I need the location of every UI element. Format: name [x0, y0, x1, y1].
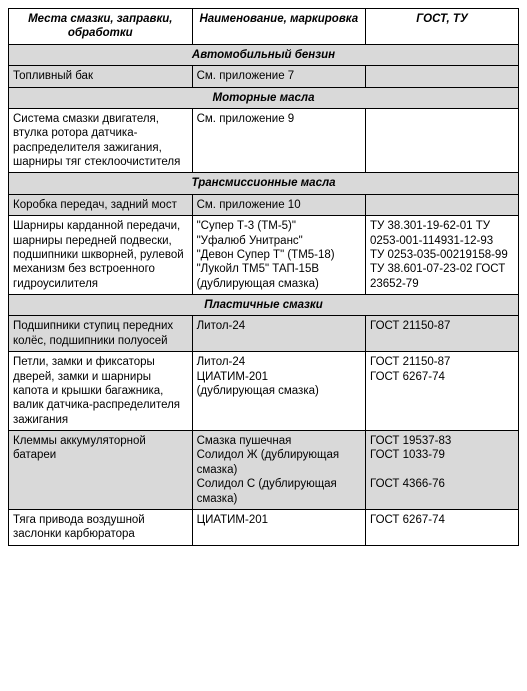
table-row: Клеммы аккумуляторной батареиСмазка пуше… — [9, 431, 519, 510]
col-header-name: Наименование, маркировка — [192, 9, 365, 45]
cell-gost: ГОСТ 6267-74 — [365, 509, 518, 545]
cell-name: См. приложение 7 — [192, 66, 365, 87]
cell-name: См. приложение 10 — [192, 194, 365, 215]
section-header: Автомобильный бензин — [9, 44, 519, 65]
cell-place: Шарниры карданной передачи, шарниры пере… — [9, 216, 193, 295]
cell-place: Топливный бак — [9, 66, 193, 87]
cell-place: Клеммы аккумуляторной батареи — [9, 431, 193, 510]
cell-name: См. приложение 9 — [192, 108, 365, 173]
cell-place: Тяга привода воздушной заслонки карбюрат… — [9, 509, 193, 545]
cell-place: Подшипники ступиц передних колёс, подшип… — [9, 316, 193, 352]
cell-gost — [365, 108, 518, 173]
section-header: Моторные масла — [9, 87, 519, 108]
section-header: Пластичные смазки — [9, 295, 519, 316]
cell-gost: ГОСТ 19537-83ГОСТ 1033-79ГОСТ 4366-76 — [365, 431, 518, 510]
col-header-place: Места смазки, заправки, обработки — [9, 9, 193, 45]
cell-name: Смазка пушечнаяСолидол Ж (дублирующая см… — [192, 431, 365, 510]
cell-name: "Супер Т-3 (ТМ-5)""Уфалюб Унитранс""Дево… — [192, 216, 365, 295]
cell-gost: ТУ 38.301-19-62-01 ТУ0253-001-114931-12-… — [365, 216, 518, 295]
cell-name: Литол-24ЦИАТИМ-201(дублирующая смазка) — [192, 352, 365, 431]
table-row: Топливный бакСм. приложение 7 — [9, 66, 519, 87]
table-row: Петли, замки и фиксаторы дверей, замки и… — [9, 352, 519, 431]
cell-place: Коробка передач, задний мост — [9, 194, 193, 215]
col-header-gost: ГОСТ, ТУ — [365, 9, 518, 45]
cell-gost: ГОСТ 21150-87ГОСТ 6267-74 — [365, 352, 518, 431]
table-row: Подшипники ступиц передних колёс, подшип… — [9, 316, 519, 352]
cell-gost — [365, 66, 518, 87]
header-row: Места смазки, заправки, обработки Наимен… — [9, 9, 519, 45]
cell-gost — [365, 194, 518, 215]
table-row: Система смазки двигателя, втулка ротора … — [9, 108, 519, 173]
cell-name: ЦИАТИМ-201 — [192, 509, 365, 545]
section-header: Трансмиссионные масла — [9, 173, 519, 194]
cell-name: Литол-24 — [192, 316, 365, 352]
lubrication-table: Места смазки, заправки, обработки Наимен… — [8, 8, 519, 546]
cell-gost: ГОСТ 21150-87 — [365, 316, 518, 352]
table-row: Коробка передач, задний мостСм. приложен… — [9, 194, 519, 215]
table-row: Шарниры карданной передачи, шарниры пере… — [9, 216, 519, 295]
table-row: Тяга привода воздушной заслонки карбюрат… — [9, 509, 519, 545]
cell-place: Петли, замки и фиксаторы дверей, замки и… — [9, 352, 193, 431]
cell-place: Система смазки двигателя, втулка ротора … — [9, 108, 193, 173]
